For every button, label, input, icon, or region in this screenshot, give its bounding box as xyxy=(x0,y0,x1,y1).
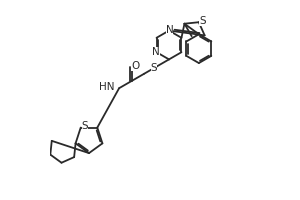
Text: S: S xyxy=(151,63,158,73)
Text: O: O xyxy=(131,61,139,71)
Text: N: N xyxy=(166,25,173,35)
Text: S: S xyxy=(199,16,206,26)
Text: HN: HN xyxy=(99,82,115,92)
Text: S: S xyxy=(82,121,88,131)
Text: N: N xyxy=(152,47,160,57)
